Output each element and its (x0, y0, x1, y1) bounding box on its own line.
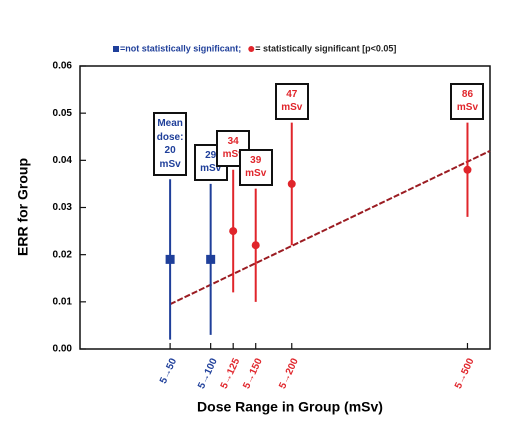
annotation: 39 mSv (238, 148, 273, 186)
y-tick-label: 0.02 (53, 249, 73, 260)
x-tick-label: 5→500 (453, 356, 477, 390)
trend-line (169, 149, 491, 306)
legend-label: =not statistically significant; (120, 43, 241, 53)
x-axis-title: Dose Range in Group (mSv) (197, 399, 383, 415)
x-tick-label: 5→50 (158, 356, 179, 385)
y-axis-title: ERR for Group (15, 158, 31, 256)
legend-marker (248, 46, 255, 52)
point (251, 241, 260, 250)
y-tick-label: 0.01 (53, 296, 73, 307)
y-tick-label: 0.05 (53, 108, 73, 119)
legend-label: = statistically significant [p<0.05] (255, 43, 396, 53)
x-tick-label: 5→100 (196, 356, 220, 390)
x-tick-label: 5→125 (219, 356, 243, 390)
y-tick-label: 0.04 (53, 155, 73, 166)
y-tick-label: 0.00 (53, 344, 73, 355)
y-tick-label: 0.03 (53, 202, 73, 213)
point (463, 165, 472, 174)
x-tick-label: 5→150 (241, 356, 265, 390)
y-tick-label: 0.06 (53, 61, 73, 72)
x-tick-label: 5→200 (277, 356, 301, 390)
point (229, 227, 238, 236)
point (287, 179, 296, 188)
annotation: Mean dose: 20 mSv (153, 112, 188, 177)
point (206, 254, 216, 264)
annotation: 86 mSv (450, 82, 485, 120)
point (165, 254, 175, 264)
annotation: 47 mSv (274, 82, 309, 120)
legend-marker (113, 46, 119, 52)
